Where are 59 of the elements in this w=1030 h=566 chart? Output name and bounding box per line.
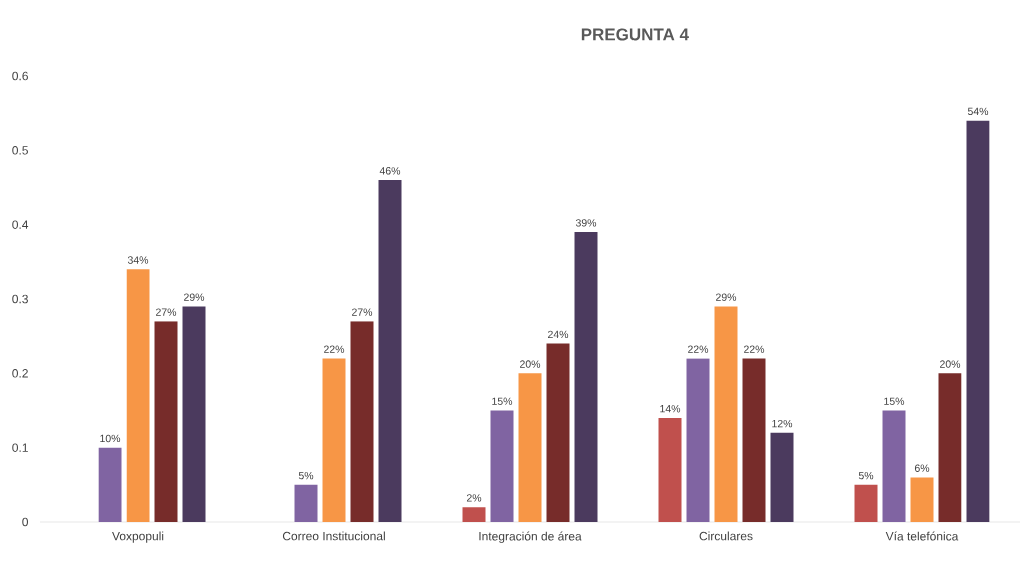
data-label: 2% [466,494,482,502]
bar [910,477,934,522]
bar [490,410,514,522]
data-label: 46% [379,167,401,175]
data-label: 10% [100,434,121,443]
data-label: 20% [940,360,961,368]
bar [854,484,878,522]
bar [770,432,794,522]
data-label: 22% [324,345,345,353]
bar [378,180,402,522]
y-tick-label: 0.2 [12,369,28,378]
bar [98,447,122,522]
data-label: 15% [884,397,905,405]
data-label: 22% [744,345,765,353]
bar [658,417,682,522]
x-tick-label: Circulares [699,531,753,541]
data-label: 5% [858,471,874,480]
bar [882,410,906,522]
bar [154,321,178,522]
data-label: 12% [772,419,793,428]
bar [518,373,542,522]
bar [714,306,738,522]
bar [322,358,346,522]
data-label: 5% [298,471,314,480]
y-tick-label: 0.5 [12,146,28,155]
data-label: 22% [688,345,709,353]
y-tick-label: 0.6 [12,71,28,81]
bar [938,373,962,522]
bar [462,507,486,522]
y-tick-label: 0.1 [12,443,28,452]
data-label: 27% [156,308,177,316]
x-tick-label: Vía telefónica [885,531,959,541]
bar [182,306,206,522]
y-tick-label: 0 [22,517,29,527]
bar [686,358,710,522]
y-tick-label: 0.3 [12,294,28,304]
data-label: 34% [127,256,149,264]
chart-title: PREGUNTA 4 [581,28,689,41]
bar [574,232,598,522]
x-tick-label: Integración de área [479,531,582,543]
bar [350,321,374,522]
x-tick-label: Voxpopuli [112,531,164,543]
bar [546,343,570,522]
data-label: 15% [492,397,513,405]
data-label: 6% [914,464,930,472]
data-label: 29% [716,293,737,301]
x-tick-label: Correo Institucional [282,531,385,541]
bar [294,484,318,522]
data-label: 20% [520,360,541,368]
data-label: 29% [184,293,205,301]
data-label: 24% [548,330,569,339]
data-label: 54% [967,107,989,116]
bar [126,269,150,522]
data-label: 27% [352,308,373,316]
y-tick-label: 0.4 [12,220,29,229]
bar [742,358,766,522]
bar [966,120,990,522]
data-label: 14% [660,405,681,413]
data-label: 39% [575,219,597,227]
